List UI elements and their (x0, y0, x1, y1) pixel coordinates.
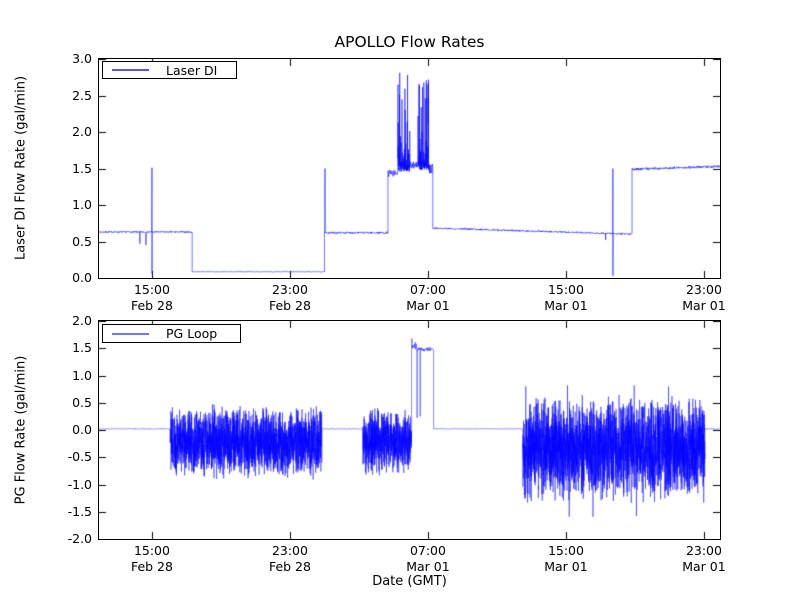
top-y-axis-label: Laser DI Flow Rate (gal/min) (13, 75, 29, 261)
top-plot-area (98, 58, 721, 279)
x-tick-label: 07:00 Mar 01 (406, 543, 450, 574)
x-tick-label: 15:00 Mar 01 (544, 282, 588, 313)
y-tick-label: 2.0 (72, 313, 92, 328)
x-tick-label: 15:00 Feb 28 (130, 543, 173, 574)
top-legend-label: Laser DI (166, 62, 218, 78)
y-tick-label: -2.0 (67, 531, 92, 546)
bottom-legend: PG Loop (102, 324, 241, 343)
laser-di-line-sample-icon (112, 69, 149, 71)
y-tick-label: 1.0 (72, 367, 92, 383)
x-axis-label: Date (GMT) (372, 574, 447, 589)
y-tick-label: 0.0 (72, 422, 92, 437)
y-tick-label: -1.0 (67, 476, 92, 492)
top-legend: Laser DI (102, 61, 237, 79)
y-tick-label: 0.0 (72, 270, 92, 285)
x-tick-label: 23:00 Feb 28 (268, 282, 311, 313)
bottom-y-axis-label: PG Flow Rate (gal/min) (13, 355, 29, 505)
y-tick-label: -1.5 (67, 503, 92, 519)
y-tick-label: 2.0 (72, 124, 92, 139)
y-tick-label: 1.5 (72, 340, 92, 356)
x-tick-label: 15:00 Feb 28 (130, 282, 173, 313)
x-tick-label: 07:00 Mar 01 (406, 282, 450, 313)
x-tick-label: 23:00 Mar 01 (682, 543, 726, 574)
bottom-plot-area (98, 320, 721, 540)
pg-loop-line-sample-icon (112, 332, 149, 335)
x-tick-label: 15:00 Mar 01 (544, 543, 588, 574)
chart-title: APOLLO Flow Rates (334, 33, 485, 51)
y-tick-label: 1.5 (72, 160, 92, 176)
y-tick-label: 2.5 (72, 87, 92, 103)
y-tick-label: 0.5 (72, 233, 92, 249)
y-tick-label: 3.0 (72, 51, 92, 66)
bottom-legend-label: PG Loop (166, 326, 218, 341)
x-tick-label: 23:00 Mar 01 (682, 282, 726, 313)
x-tick-label: 23:00 Feb 28 (268, 543, 311, 574)
y-tick-label: -0.5 (67, 449, 92, 465)
y-tick-label: 0.5 (72, 394, 92, 410)
y-tick-label: 1.0 (72, 197, 92, 212)
